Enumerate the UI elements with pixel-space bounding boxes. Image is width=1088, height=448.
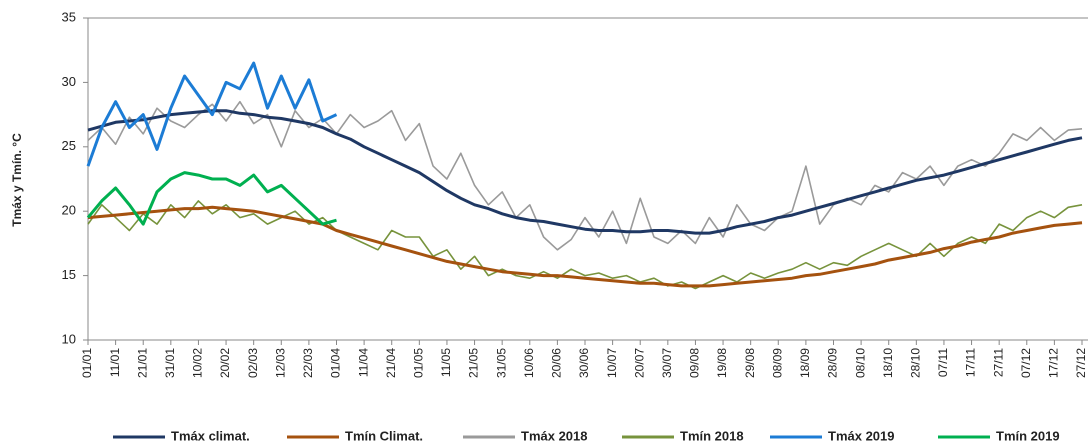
- x-tick-label: 22/03: [301, 348, 315, 378]
- x-tick-label: 27/12: [1074, 348, 1088, 378]
- legend-label: Tmáx 2018: [521, 428, 588, 443]
- x-tick-label: 08/09: [770, 348, 784, 378]
- x-tick-label: 01/05: [412, 348, 426, 378]
- x-tick-label: 29/08: [743, 348, 757, 378]
- legend-label: Tmáx 2019: [828, 428, 895, 443]
- x-tick-label: 11/01: [108, 348, 122, 377]
- y-tick-label: 35: [62, 9, 76, 24]
- y-tick-label: 20: [62, 203, 76, 218]
- x-tick-label: 20/07: [632, 348, 646, 378]
- x-tick-label: 20/06: [550, 348, 564, 378]
- x-tick-label: 20/02: [218, 348, 232, 378]
- x-tick-label: 17/11: [964, 348, 978, 377]
- x-tick-label: 31/01: [163, 348, 177, 378]
- x-tick-label: 28/09: [826, 348, 840, 378]
- x-tick-label: 07/12: [1019, 348, 1033, 378]
- x-tick-label: 19/08: [715, 348, 729, 378]
- x-tick-label: 18/09: [798, 348, 812, 378]
- x-tick-label: 21/04: [384, 348, 398, 378]
- legend-label: Tmín 2018: [680, 428, 744, 443]
- x-tick-label: 18/10: [881, 348, 895, 378]
- x-tick-label: 21/01: [135, 348, 149, 378]
- x-tick-label: 31/05: [494, 348, 508, 378]
- x-tick-label: 01/01: [80, 348, 94, 378]
- x-tick-label: 30/07: [660, 348, 674, 378]
- x-tick-label: 10/02: [191, 348, 205, 378]
- x-tick-label: 08/10: [853, 348, 867, 378]
- x-tick-label: 02/03: [246, 348, 260, 378]
- legend-label: Tmín 2019: [996, 428, 1060, 443]
- x-tick-label: 09/08: [688, 348, 702, 378]
- x-tick-label: 07/11: [936, 348, 950, 377]
- x-tick-label: 11/04: [356, 348, 370, 377]
- x-tick-label: 12/03: [273, 348, 287, 378]
- series-line: [87, 200, 1083, 290]
- series-line: [87, 109, 1083, 235]
- x-tick-label: 01/04: [329, 348, 343, 378]
- x-tick-label: 10/06: [522, 348, 536, 378]
- y-tick-label: 15: [62, 267, 76, 282]
- x-tick-label: 28/10: [909, 348, 923, 378]
- x-tick-label: 21/05: [467, 348, 481, 378]
- y-tick-label: 25: [62, 138, 76, 153]
- x-tick-label: 30/06: [577, 348, 591, 378]
- series-line: [86, 171, 337, 226]
- legend-label: Tmín Climat.: [345, 428, 423, 443]
- y-tick-label: 10: [62, 331, 76, 346]
- x-tick-label: 10/07: [605, 348, 619, 378]
- y-axis-label: Tmáx y Tmín. °C: [10, 133, 24, 227]
- y-tick-label: 30: [62, 74, 76, 89]
- x-tick-label: 11/05: [439, 348, 453, 377]
- legend-label: Tmáx climat.: [171, 428, 250, 443]
- series-line: [87, 205, 1083, 288]
- series-line: [86, 61, 338, 167]
- x-tick-label: 17/12: [1047, 348, 1061, 378]
- x-tick-label: 27/11: [991, 348, 1005, 377]
